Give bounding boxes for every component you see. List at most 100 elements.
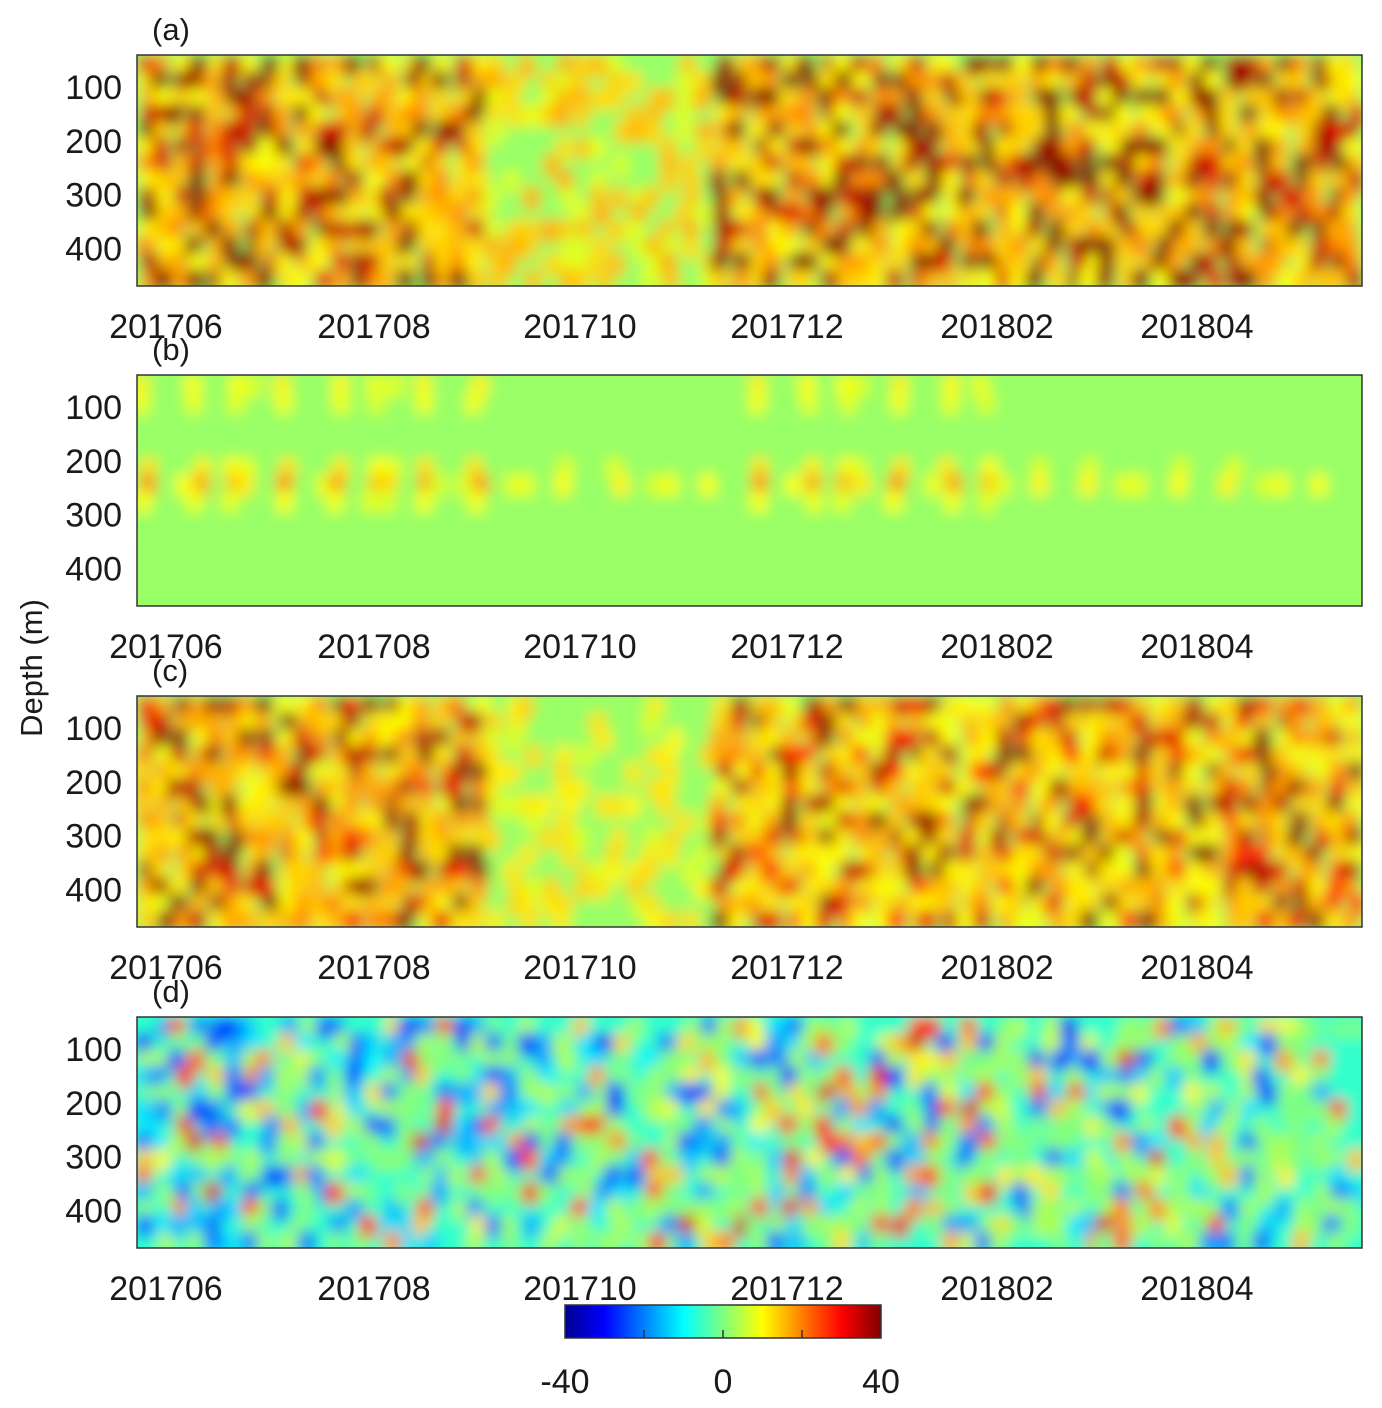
heatmap-cell — [168, 1132, 186, 1155]
heatmap-cell — [940, 269, 957, 286]
x-tick-label: 201708 — [317, 628, 430, 666]
heatmap-cell — [833, 1231, 851, 1248]
heatmap-cell — [872, 910, 889, 927]
y-tick-label: 400 — [65, 230, 122, 268]
heatmap-cell — [765, 1099, 782, 1122]
heatmap-cell — [608, 220, 625, 243]
heatmap-cell — [524, 269, 542, 286]
y-tick-label: 300 — [65, 177, 122, 215]
heatmap-cell — [1008, 269, 1026, 286]
heatmap-cell — [999, 1132, 1016, 1155]
y-tick-label: 200 — [65, 764, 122, 802]
heatmap-cell — [593, 1231, 611, 1248]
x-tick-label: 201710 — [523, 949, 636, 987]
heatmap-cell — [629, 1198, 647, 1221]
heatmap-cell — [219, 269, 237, 286]
heatmap-cell — [768, 1182, 786, 1205]
x-tick-label: 201706 — [109, 628, 222, 666]
heatmap-cell — [682, 236, 700, 259]
heatmap-cell — [606, 1231, 624, 1248]
heatmap-cell — [137, 391, 150, 414]
panels: 100 200 300 400 201706 201708 201710 201712 2018… — [65, 12, 1363, 1308]
heatmap-cell — [1342, 910, 1359, 927]
heatmap-cell — [553, 910, 570, 927]
heatmap-cell — [833, 1033, 851, 1056]
x-tick-label: 201802 — [940, 308, 1053, 346]
heatmap-cell — [415, 490, 433, 513]
heatmap-cell — [732, 269, 749, 286]
heatmap-cell — [326, 1231, 344, 1248]
heatmap-cell — [189, 910, 206, 927]
plot-frame — [136, 54, 1363, 287]
heatmap-cell — [141, 269, 158, 286]
heatmap-cell — [820, 1132, 838, 1155]
heatmap-cell — [1288, 910, 1305, 927]
heatmap-cell — [595, 729, 613, 752]
heatmap-cell — [465, 391, 482, 414]
heatmap-cell — [797, 269, 815, 286]
heatmap-cell — [816, 1231, 834, 1248]
heatmap-cell — [1294, 269, 1312, 286]
heatmap-cell — [682, 910, 700, 927]
y-tick-label: 100 — [65, 1031, 122, 1069]
heatmap-cell — [430, 474, 447, 497]
heatmap-cell — [1049, 269, 1067, 286]
heatmap-cell — [1114, 474, 1132, 497]
heatmap-cell — [522, 1182, 540, 1205]
colorbar-tick-label: 0 — [714, 1363, 733, 1401]
heatmap-cell — [1253, 1231, 1271, 1248]
heatmap-cell — [359, 1215, 377, 1238]
heatmap-cell — [573, 269, 590, 286]
heatmap-cell — [517, 696, 534, 719]
heatmap-cell — [505, 1149, 522, 1172]
x-tick-label: 201710 — [523, 628, 636, 666]
heatmap-cell — [1235, 1231, 1253, 1248]
heatmap-cell — [1273, 1198, 1291, 1221]
heatmap-cell — [956, 910, 974, 927]
heatmap-cell — [1257, 1182, 1274, 1205]
heatmap-cell — [942, 1231, 960, 1248]
heatmap-cell — [727, 910, 745, 927]
heatmap-cell — [331, 910, 348, 927]
heatmap-cell — [944, 490, 961, 513]
heatmap-cell — [800, 910, 817, 927]
heatmap-cell — [237, 474, 254, 497]
heatmap-cell — [543, 253, 561, 276]
colorbar-tick-label: -40 — [540, 1363, 589, 1401]
heatmap-cell — [1305, 1017, 1323, 1040]
heatmap-cell — [577, 745, 594, 768]
x-tick-label: 201706 — [109, 1270, 222, 1308]
heatmap-cell — [1151, 1231, 1168, 1248]
heatmap-cell — [1067, 1215, 1085, 1238]
heatmap-cell — [593, 877, 610, 900]
heatmap-cell — [1061, 1165, 1078, 1188]
heatmap-cell — [223, 1116, 241, 1139]
heatmap-cell — [239, 269, 257, 286]
heatmap-cell — [379, 490, 397, 513]
heatmap-cell — [1202, 1050, 1220, 1073]
heatmap-cell — [332, 391, 350, 414]
heatmap-cell — [1308, 1215, 1326, 1238]
heatmap-cell — [852, 269, 869, 286]
heatmap-cell — [154, 269, 172, 286]
heatmap-cell — [1079, 474, 1096, 497]
heatmap-cell — [925, 1215, 942, 1238]
heatmap-cell — [1100, 910, 1118, 927]
heatmap-cell — [1031, 1215, 1049, 1238]
heatmap-cell — [1095, 1116, 1113, 1139]
y-tick-label: 400 — [65, 550, 122, 588]
heatmap-cell — [413, 1099, 431, 1122]
heatmap-cell — [641, 269, 659, 286]
heatmap-cell — [712, 269, 729, 286]
heatmap-cell — [298, 1099, 316, 1122]
heatmap-cell — [727, 1099, 744, 1122]
heatmap-cell — [1084, 1182, 1101, 1205]
heatmap-cell — [606, 861, 624, 884]
heatmap-cell — [676, 1231, 694, 1248]
heatmap-cell — [276, 490, 294, 513]
heatmap-cell — [275, 391, 293, 414]
heatmap-cell — [675, 121, 693, 144]
heatmap-cell — [1165, 1066, 1183, 1089]
heatmap-cell — [658, 88, 675, 111]
heatmap-cell — [587, 1198, 605, 1221]
